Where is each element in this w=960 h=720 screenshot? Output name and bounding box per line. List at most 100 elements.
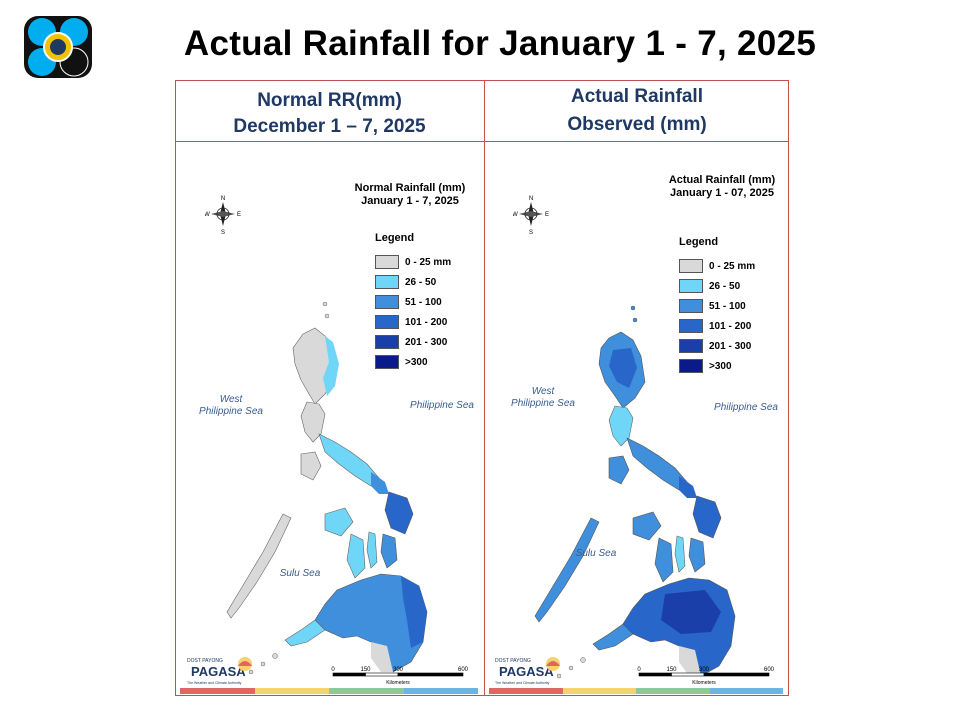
panel-actual-rainfall: Actual Rainfall Observed (mm)	[485, 80, 789, 696]
leyte-island	[688, 537, 706, 573]
legend-swatch	[679, 279, 703, 293]
leyte-island	[380, 533, 398, 569]
legend-label: 51 - 100	[709, 300, 746, 312]
legend-item: 51 - 100	[679, 296, 755, 316]
palawan-island	[534, 517, 600, 623]
legend-swatch	[679, 299, 703, 313]
negros-island	[346, 533, 366, 579]
legend-swatch	[375, 355, 399, 369]
map-title: Actual Rainfall (mm) January 1 - 07, 202…	[657, 174, 787, 200]
mindoro-island	[608, 455, 630, 485]
negros-island	[654, 537, 674, 583]
legend-label: 201 - 300	[709, 340, 752, 352]
sea-label-west: West Philippine Sea	[511, 386, 575, 409]
panel-normal-rainfall: Normal RR(mm) December 1 – 7, 2025	[175, 80, 485, 696]
compass-n: N	[529, 196, 533, 202]
rainfall-legend: Legend 0 - 25 mm 26 - 50 51 - 100 101 - 200 2…	[375, 232, 451, 372]
scale-segment	[397, 672, 464, 677]
legend-swatch	[375, 275, 399, 289]
legend-item: >300	[375, 352, 451, 372]
zamboanga-peninsula	[592, 623, 634, 651]
panel-header-line1: Actual Rainfall	[571, 86, 703, 107]
batanes-islet	[324, 313, 330, 319]
legend-label: 26 - 50	[405, 276, 437, 288]
sulu-islet	[272, 653, 278, 659]
sulu-islet	[580, 657, 586, 663]
compass-w: W	[205, 212, 210, 218]
scale-unit-label: Kilometers	[386, 680, 410, 686]
slide-title: Actual Rainfall for January 1 - 7, 2025	[183, 24, 817, 63]
legend-swatch	[679, 319, 703, 333]
philippines-map	[226, 301, 428, 675]
panel-header-line2: December 1 – 7, 2025	[233, 116, 426, 137]
sea-label-east: Philippine Sea	[714, 402, 778, 413]
legend-swatch	[679, 359, 703, 373]
batanes-islet	[630, 305, 636, 311]
map-title-line2: January 1 - 7, 2025	[361, 195, 459, 207]
bicol-tip	[371, 472, 389, 494]
samar-island	[692, 495, 722, 539]
sulu-islet	[556, 673, 562, 679]
legend-label: 51 - 100	[405, 296, 442, 308]
scale-segment	[332, 672, 366, 677]
luzon-north-heavy	[609, 348, 637, 388]
legend-label: >300	[709, 360, 732, 372]
rainfall-legend: Legend 0 - 25 mm 26 - 50 51 - 100 101 - 200 2…	[679, 236, 755, 376]
scale-tick-label: 600	[764, 667, 775, 673]
compass-e: E	[545, 212, 549, 218]
mindanao-south-dry	[371, 642, 393, 672]
sea-label-sulu: Sulu Sea	[575, 548, 617, 559]
scale-segment	[671, 672, 705, 677]
legend-swatch	[375, 315, 399, 329]
philippines-map	[534, 305, 736, 679]
sulu-islet	[248, 669, 254, 675]
cebu-island	[674, 535, 686, 573]
compass-w: W	[513, 212, 518, 218]
scale-tick-label: 600	[458, 667, 469, 673]
legend-label: 0 - 25 mm	[709, 260, 756, 272]
legend-item: 26 - 50	[375, 272, 451, 292]
pagasa-brand-icon: DOST PAYONG PAGASA The Weather and Clima…	[187, 657, 252, 685]
rainfall-map: N S W E Actual Rainfall (mm) January 1 -…	[485, 142, 789, 696]
map-title-line1: Normal Rainfall (mm)	[354, 182, 466, 194]
mindanao-east-heavy	[401, 576, 427, 648]
mindanao-central-heavy	[661, 590, 721, 634]
mindoro-island	[300, 451, 322, 481]
scale-tick-label: 0	[637, 667, 641, 673]
legend-item: 101 - 200	[679, 316, 755, 336]
batanes-islet	[322, 301, 328, 307]
legend-swatch	[679, 259, 703, 273]
pagasa-logo-icon	[24, 16, 92, 78]
luzon-east-coast-rain	[323, 336, 339, 396]
scale-tick-label: 150	[360, 667, 371, 673]
legend-item: 26 - 50	[679, 276, 755, 296]
luzon-central	[608, 405, 634, 447]
samar-island	[384, 491, 414, 535]
legend-label: 26 - 50	[709, 280, 741, 292]
legend-label: 101 - 200	[709, 320, 752, 332]
compass-s: S	[221, 230, 225, 236]
sulu-islet	[568, 665, 574, 671]
scale-segment	[365, 672, 399, 677]
legend-title: Legend	[679, 236, 719, 248]
legend-label: >300	[405, 356, 428, 368]
rainfall-map: N S W E Normal Rainfall (mm) January 1 -…	[175, 142, 484, 696]
zamboanga-peninsula	[284, 619, 326, 647]
compass-rose-icon: N S W E	[204, 194, 241, 238]
compass-s: S	[529, 230, 533, 236]
brand-prefix: DOST PAYONG	[187, 658, 223, 664]
panel-header: Normal RR(mm) December 1 – 7, 2025	[175, 80, 484, 142]
scale-bar-graphic: 0 150 300 600 Kilometers	[637, 667, 775, 686]
panay-island	[324, 507, 354, 537]
mindanao-south-dry	[679, 646, 701, 676]
scale-tick-label: 300	[393, 667, 404, 673]
palawan-island	[226, 513, 292, 619]
legend-item: 201 - 300	[679, 336, 755, 356]
sulu-islet	[260, 661, 266, 667]
scale-bar: 0 150 300 600 Kilometers	[325, 664, 475, 690]
scale-tick-label: 0	[331, 667, 335, 673]
scale-bar: 0 150 300 600 Kilometers	[631, 664, 781, 690]
panel-header: Actual Rainfall Observed (mm)	[485, 80, 789, 142]
scale-tick-label: 150	[666, 667, 677, 673]
batanes-islet	[632, 317, 638, 323]
